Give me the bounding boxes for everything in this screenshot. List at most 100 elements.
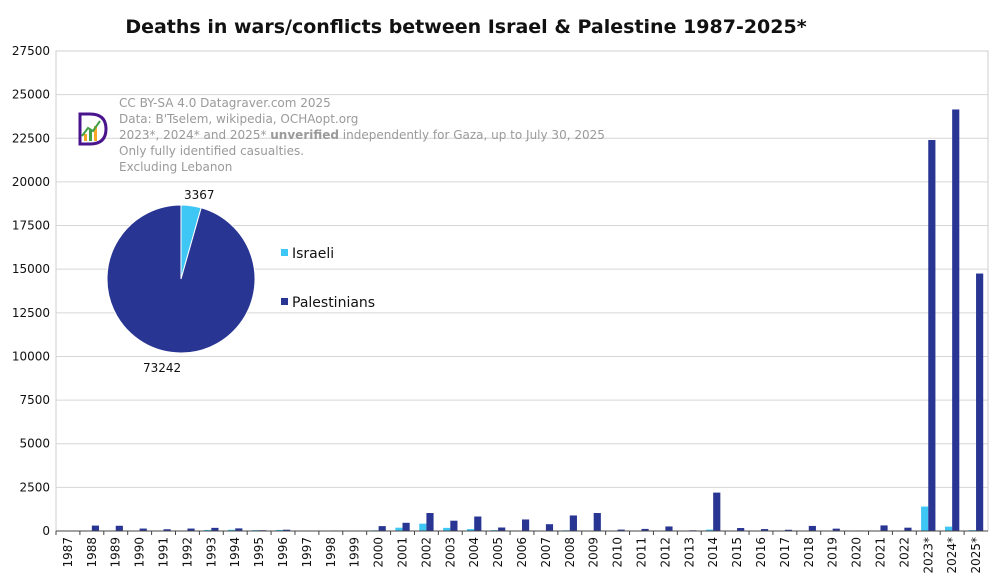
bar-palestinians-2014 [713,492,721,531]
bar-palestinians-2008 [569,515,577,531]
bar-palestinians-1989 [115,525,123,531]
note-line: Only fully identified casualties. [119,144,304,158]
y-tick-label: 15000 [12,262,50,276]
x-tick-label: 2001 [396,537,410,568]
pie-label-palestinians: 73242 [143,361,181,375]
x-tick-label: 1999 [348,537,362,568]
bar-palestinians-1988 [91,525,100,531]
y-tick-label: 10000 [12,349,50,363]
note-line: Excluding Lebanon [119,160,232,174]
x-tick-label: 1994 [228,537,242,568]
y-tick-label: 25000 [12,88,50,102]
x-tick-label: 1995 [252,537,266,568]
y-tick-label: 27500 [12,44,50,58]
bar-palestinians-2004 [474,516,482,531]
logo-letter-d [78,112,108,146]
x-tick-label: 2005 [491,537,505,568]
logo-bar [94,126,97,141]
bar-palestinians-2019 [832,528,840,531]
x-tick-label: 2003 [443,537,457,568]
x-tick-label: 2023* [921,537,935,574]
x-tick-label: 2006 [515,537,529,568]
bar-israeli-1996 [275,529,284,531]
inset-pie-chart: 3367 73242 [106,188,256,375]
x-tick-label: 2007 [539,537,553,568]
bar-palestinians-2003 [450,520,458,531]
bar-palestinians-2011 [641,528,649,531]
bar-israeli-2014 [706,529,714,531]
bar-palestinians-1992 [187,528,195,531]
bar-palestinians-2022 [904,527,912,531]
x-tick-label: 2012 [658,537,672,568]
y-tick-label: 2500 [19,480,50,494]
y-tick-label: 17500 [12,219,50,233]
bar-palestinians-2015 [737,528,745,531]
logo-bar [84,134,87,141]
legend-swatch-palestinians [281,298,288,305]
bar-palestinians-2018 [808,525,816,531]
bar-palestinians-1991 [163,529,171,531]
bar-palestinians-1990 [139,528,147,531]
bar-israeli-2023 [921,506,929,531]
bar-palestinians-2025 [976,273,984,531]
x-tick-label: 1989 [109,537,123,568]
bar-palestinians-2023 [928,140,936,531]
x-tick-label: 2018 [802,537,816,568]
bar-palestinians-2016 [760,529,769,531]
y-tick-label: 0 [42,524,50,538]
pie-slice-palestinians [106,204,256,354]
legend-label-palestinians: Palestinians [292,295,375,311]
x-tick-label: 2025* [969,537,983,574]
bar-palestinians-2000 [378,526,386,531]
x-tick-label: 2021 [873,537,887,568]
x-tick-label: 2002 [419,537,433,568]
note-line: 2023*, 2024* and 2025* unverified indepe… [119,128,605,142]
y-tick-label: 5000 [19,437,50,451]
bar-palestinians-2005 [498,527,506,531]
bar-palestinians-2006 [522,519,530,531]
x-tick-label: 2008 [563,537,577,568]
bar-israeli-1994 [228,529,236,531]
bar-palestinians-2021 [880,525,888,531]
legend-swatch-israeli [281,249,288,256]
x-tick-label: 2004 [467,537,481,568]
bar-palestinians-2012 [665,526,673,531]
y-tick-label: 20000 [12,175,50,189]
note-line: Data: B'Tselem, wikipedia, OCHAopt.org [119,112,358,126]
bar-palestinians-1993 [211,527,219,531]
x-tick-label: 2009 [587,537,601,568]
x-tick-label: 2022 [897,537,911,568]
x-tick-label: 1992 [180,537,194,568]
bar-israeli-2003 [443,527,451,531]
bar-palestinians-2009 [593,513,601,531]
y-tick-label: 12500 [12,306,50,320]
legend-label-israeli: Israeli [292,246,334,262]
x-tick-label: 1998 [324,537,338,568]
pie-label-israeli: 3367 [184,188,215,202]
note-line: CC BY-SA 4.0 Datagraver.com 2025 [119,96,331,110]
bar-palestinians-2017 [784,529,793,531]
bar-israeli-2001 [395,527,403,531]
x-tick-label: 1991 [157,537,171,568]
x-tick-label: 2016 [754,537,768,568]
x-tick-label: 1990 [133,537,147,568]
bar-palestinians-2024 [952,109,960,532]
legend: Israeli Palestinians [281,246,375,311]
bar-palestinians-2002 [426,513,434,531]
source-note: CC BY-SA 4.0 Datagraver.com 2025 Data: B'… [119,96,605,174]
bar-israeli-2004 [467,529,475,531]
x-tick-label: 1988 [85,537,99,568]
logo-trend-line [81,120,101,137]
x-tick-label: 2017 [778,537,792,568]
axes: 0 2500 5000 7500 10000 12500 15000 17500 20000 22… [12,44,988,574]
x-tick-label: 2010 [611,537,625,568]
x-tick-label: 2000 [372,537,386,568]
bar-israeli-2002 [419,523,427,531]
x-tick-label: 2020 [850,537,864,568]
x-tick-label: 1993 [204,537,218,568]
logo-bar [89,130,92,141]
chart-title: Deaths in wars/conflicts between Israel … [125,16,806,38]
bar-palestinians-1994 [235,528,243,531]
x-tick-label: 2011 [634,537,648,568]
bar-palestinians-1996 [283,529,291,531]
